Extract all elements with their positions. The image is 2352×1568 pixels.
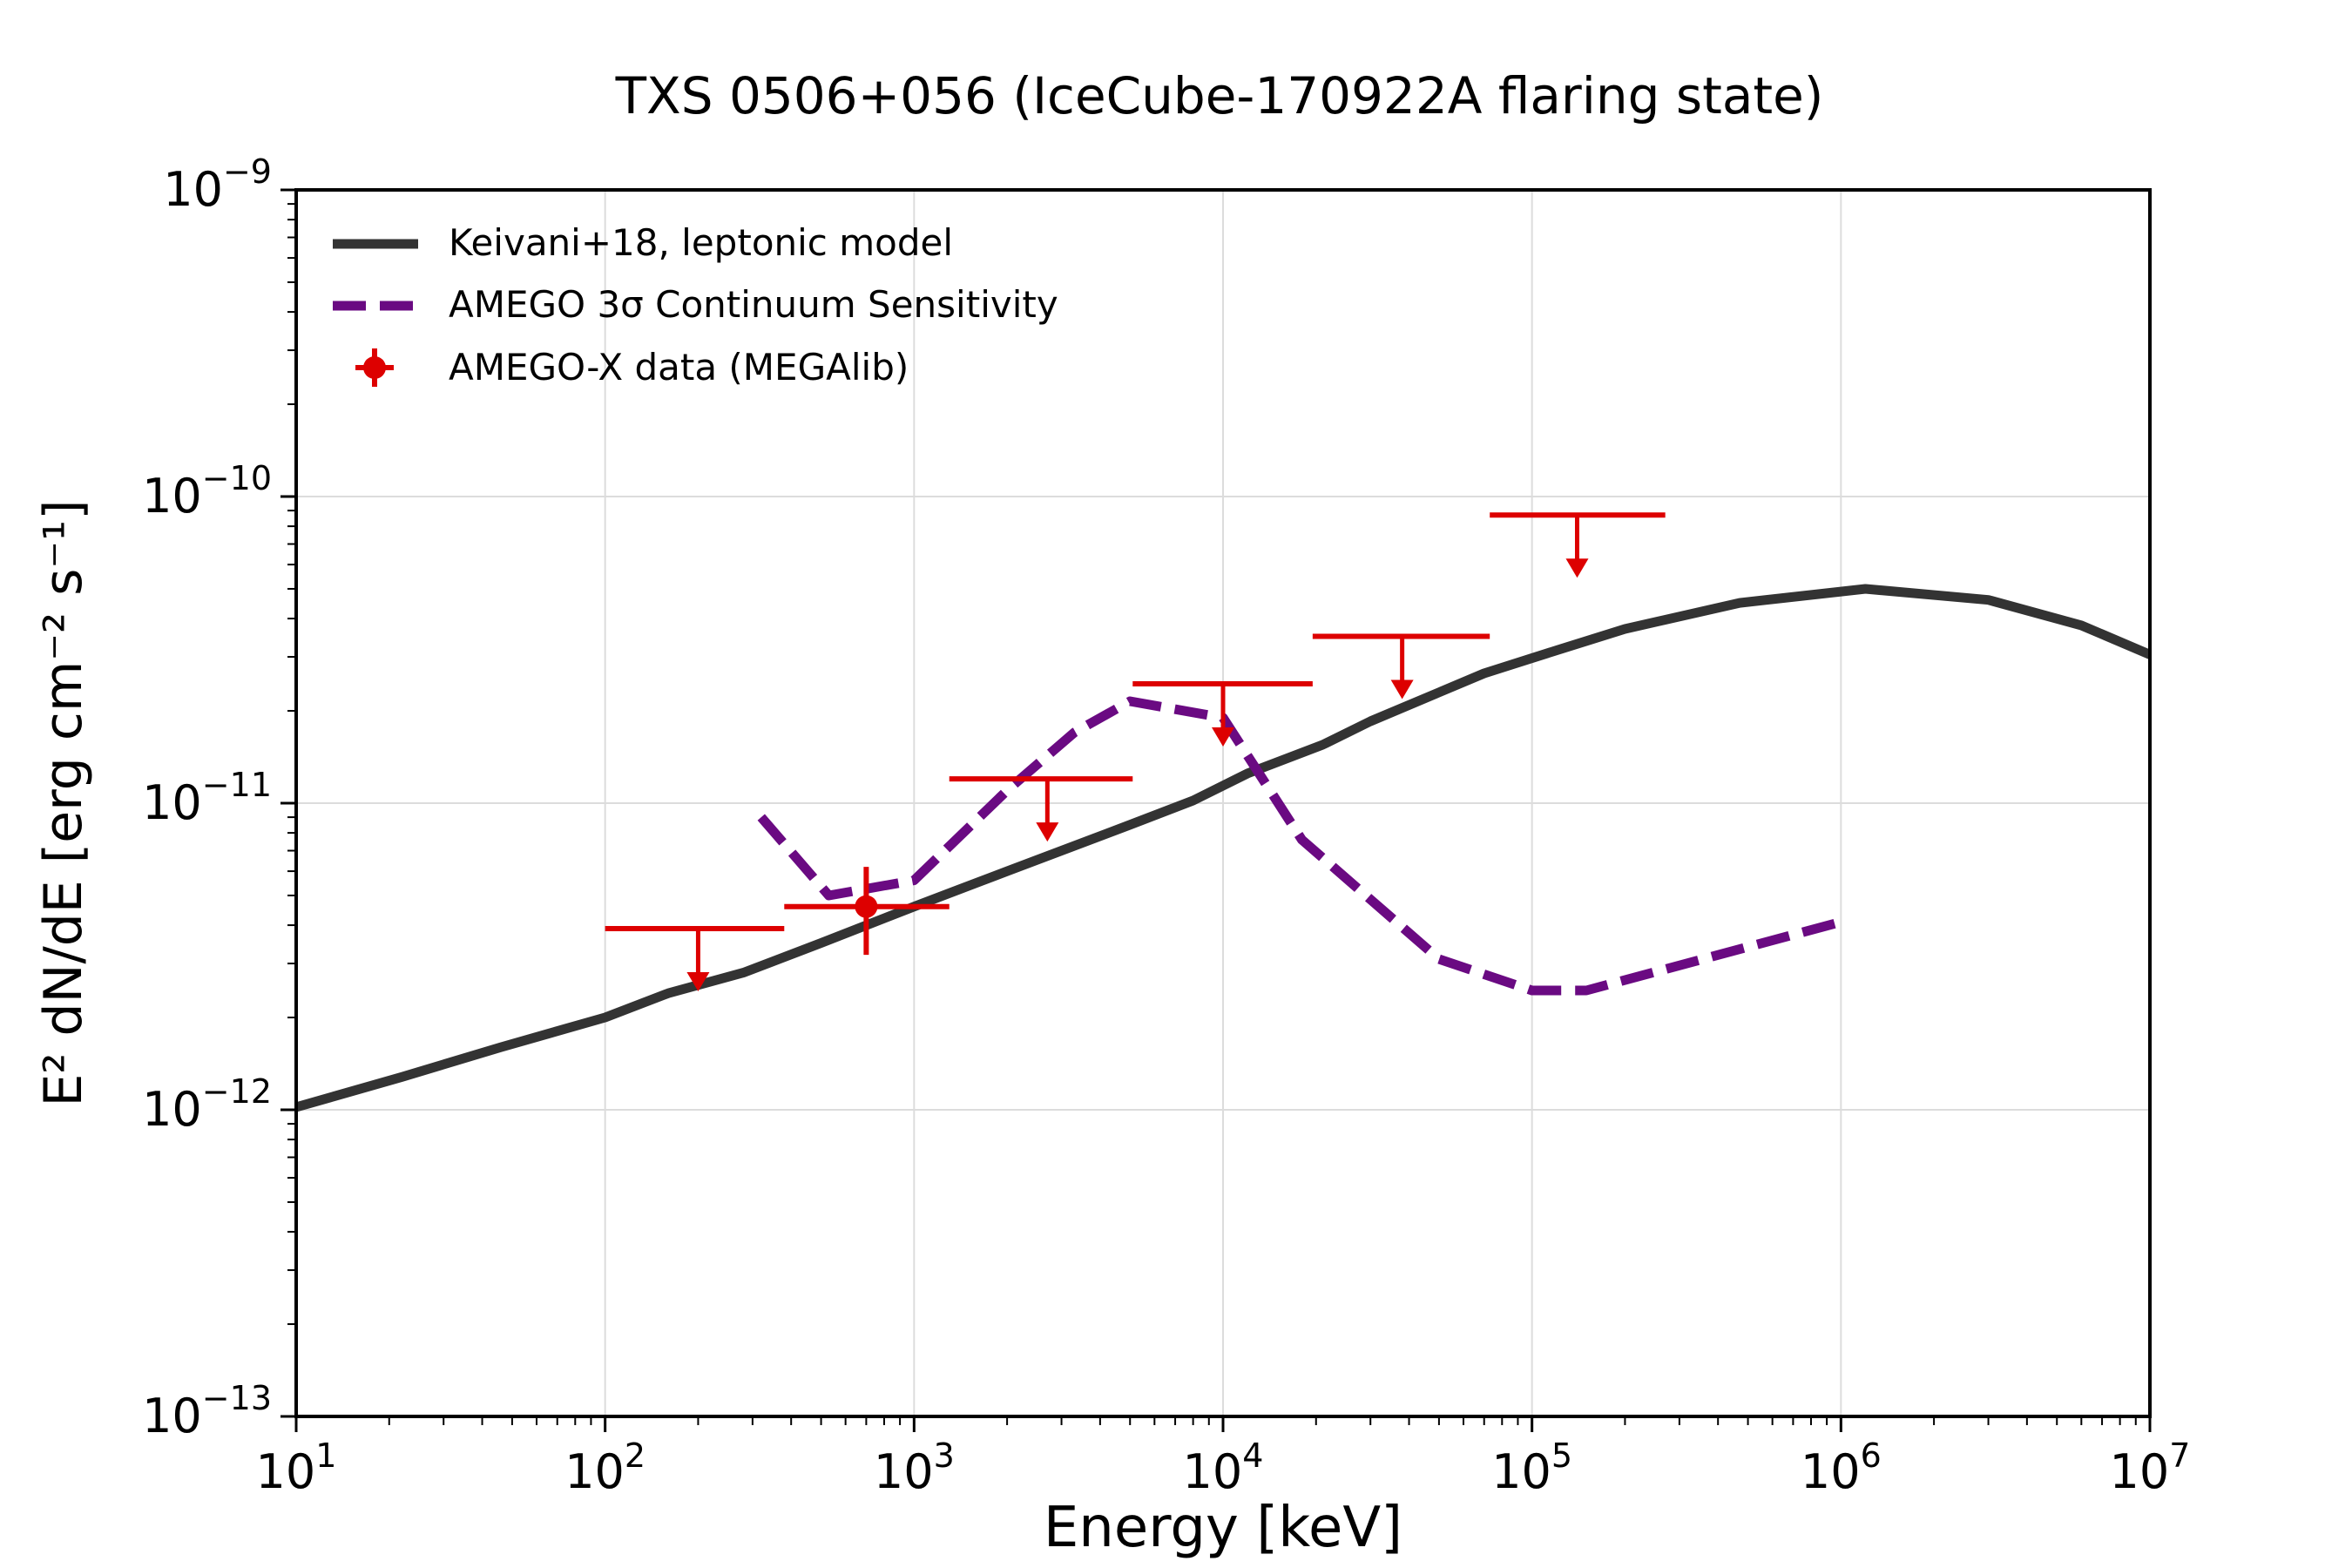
plot-series [296,584,2150,1112]
x-tick-label: 106 [1801,1436,1882,1499]
x-tick-label: 102 [564,1436,645,1499]
upper-limit-marker [605,925,785,991]
upper-limit-arrowhead [1390,679,1414,700]
x-tick-label: 101 [256,1436,337,1499]
upper-limit-arrowhead [1565,558,1589,578]
legend: Keivani+18, leptonic model AMEGO 3σ Cont… [333,221,1058,389]
y-axis-label: E² dN/dE [erg cm⁻² s⁻¹] [33,499,94,1106]
x-tick-label: 105 [1491,1436,1572,1499]
leptonic-model-line [296,584,2150,1112]
plot-frame [294,188,2152,1418]
sensitivity-curve [757,696,1842,996]
y-tick-label: 10−11 [142,766,272,830]
grid [296,190,2150,1416]
upper-limit-marker [1312,633,1490,700]
data-point [784,867,950,956]
upper-limit-marker [949,776,1133,842]
y-tick-label: 10−9 [163,152,272,217]
x-axis-label: Energy [keV] [1044,1496,1402,1560]
upper-limits [605,512,1666,991]
y-tick-label: 10−13 [142,1379,272,1443]
data-points [784,867,950,956]
upper-limit-arrowhead [1036,822,1059,842]
y-tick-label: 10−10 [142,459,272,524]
x-tick-label: 104 [1183,1436,1264,1499]
legend-label-sensitivity: AMEGO 3σ Continuum Sensitivity [449,283,1058,326]
legend-label-data: AMEGO-X data (MEGAlib) [449,346,909,389]
x-tick-label: 103 [874,1436,955,1499]
upper-limit-arrowhead [1212,727,1234,747]
upper-limit-marker [1132,681,1313,747]
upper-limit-marker [1490,512,1666,578]
data-point-marker [855,895,878,918]
upper-limit-arrowhead [686,971,710,991]
x-tick-label: 107 [2110,1436,2191,1499]
chart-title: TXS 0506+056 (IceCube-170922A flaring st… [615,66,1824,125]
legend-swatch-data [355,348,394,387]
y-tick-label: 10−12 [142,1072,272,1137]
legend-label-leptonic: Keivani+18, leptonic model [449,221,953,264]
tick-labels: 101 102 103 104 105 106 107 10−13 10−12 10−11 10−1… [142,152,2190,1499]
